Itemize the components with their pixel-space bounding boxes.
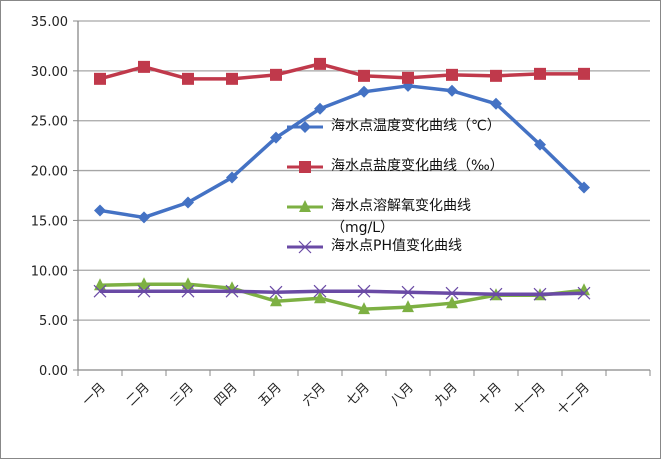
series-line [100,289,585,296]
legend-swatch [287,200,323,212]
legend-item: 海水点温度变化曲线（℃） [287,115,511,155]
series-3 [93,284,591,301]
x-tick-label: 十月 [476,380,505,409]
data-point [402,300,414,313]
data-point [533,287,547,301]
data-point [490,69,502,82]
data-point [225,284,239,298]
data-point [489,287,503,301]
data-point [490,97,502,110]
data-point [270,294,282,307]
x-tick-label: 七月 [344,380,373,409]
y-tick-label: 10.00 [31,264,68,279]
data-point [358,69,370,82]
data-point [94,278,106,291]
x-tick-label: 八月 [388,380,417,409]
y-tick-label: 15.00 [31,214,68,229]
y-tick-label: 0.00 [39,364,68,379]
data-point [181,284,195,298]
data-point [314,291,326,304]
series-line [99,62,584,81]
data-point [446,296,458,309]
legend-item: 海水点溶解氧变化曲线（mg/L） [287,195,511,236]
data-point [402,71,414,84]
data-point [269,285,283,299]
data-point [357,284,371,298]
x-tick-label: 三月 [168,380,197,409]
data-point [534,67,546,80]
data-point [93,284,107,298]
series-line [99,84,586,220]
legend-marker [299,121,311,133]
x-tick-label: 十二月 [555,380,593,418]
x-tick-label: 二月 [124,380,153,409]
data-point [182,277,194,290]
legend-swatch [287,161,323,173]
data-point [314,102,326,115]
legend-label: 海水点PH值变化曲线 [331,238,462,254]
data-point [401,285,415,299]
x-tick-label: 五月 [256,380,285,409]
data-point [534,138,546,151]
data-point [138,277,150,290]
legend: 海水点温度变化曲线（℃） 海水点盐度变化曲线（‰） 海水点溶解氧变化曲线（mg/L）… [287,115,511,275]
data-point [578,67,590,80]
x-tick-label: 十一月 [511,380,549,418]
data-point [182,196,194,209]
data-point [577,286,591,300]
legend-item: 海水点盐度变化曲线（‰） [287,155,511,195]
data-point [94,72,106,85]
data-point [226,171,238,184]
y-tick-label: 30.00 [31,65,68,80]
legend-marker [298,240,312,254]
data-point [313,284,327,298]
x-tick-label: 九月 [432,380,461,409]
x-tick-label: 四月 [212,380,241,409]
data-point [138,211,150,224]
data-point [182,72,194,85]
x-tick-label: 六月 [300,380,329,409]
series-line [99,282,585,311]
legend-marker [299,200,311,212]
data-point [578,181,590,194]
data-point [226,72,238,85]
data-point [446,84,458,97]
data-point [138,60,150,73]
data-point [314,57,326,70]
data-point [270,68,282,81]
legend-item: 海水点PH值变化曲线 [287,235,511,275]
legend-label: 海水点溶解氧变化曲线（mg/L） [331,198,471,236]
data-point [137,284,151,298]
legend-label: 海水点盐度变化曲线（‰） [331,158,504,174]
data-point [94,204,106,217]
x-tick-label: 一月 [80,380,109,409]
series-0 [94,79,590,224]
y-tick-label: 5.00 [39,314,68,329]
data-point [445,286,459,300]
data-point [270,131,282,144]
legend-swatch [287,240,323,254]
data-point [358,302,370,315]
y-tick-label: 35.00 [31,15,68,30]
data-point [358,85,370,98]
y-tick-label: 20.00 [31,165,68,180]
y-tick-label: 25.00 [31,115,68,130]
legend-swatch [287,121,323,133]
series-1 [94,57,590,85]
data-point [446,68,458,81]
legend-label: 海水点温度变化曲线（℃） [331,118,501,134]
legend-marker [299,161,311,173]
